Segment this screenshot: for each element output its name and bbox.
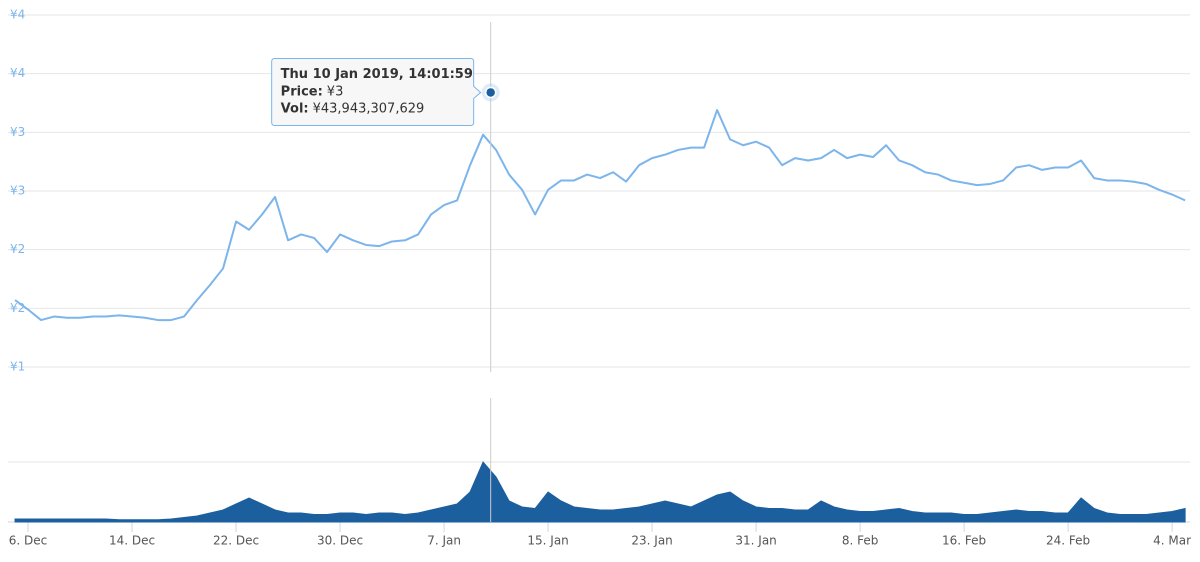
hover-marker bbox=[484, 86, 497, 99]
x-tick-label: 4. Mar bbox=[1153, 534, 1191, 548]
tooltip-label: Price: bbox=[281, 84, 323, 99]
tooltip-row: Price: ¥3 bbox=[281, 84, 344, 99]
tooltip-value: ¥43,943,307,629 bbox=[313, 101, 425, 116]
volume-area bbox=[14, 461, 1186, 523]
y-tick-label: ¥1 bbox=[10, 360, 25, 374]
x-tick-label: 24. Feb bbox=[1046, 534, 1090, 548]
x-tick-label: 7. Jan bbox=[427, 534, 461, 548]
y-tick-label: ¥2 bbox=[10, 242, 25, 256]
tooltip-title: Thu 10 Jan 2019, 14:01:59 bbox=[281, 67, 473, 82]
x-tick-label: 15. Jan bbox=[527, 534, 568, 548]
y-tick-label: ¥4 bbox=[10, 66, 25, 80]
price-line bbox=[14, 109, 1186, 322]
x-tick-label: 30. Dec bbox=[317, 534, 363, 548]
x-tick-label: 8. Feb bbox=[842, 534, 879, 548]
y-tick-label: ¥4 bbox=[10, 8, 25, 22]
grid: ¥1¥2¥2¥3¥3¥4¥46. Dec 14. Dec 22. Dec 30. De… bbox=[8, 8, 1191, 548]
tooltip-row: Vol: ¥43,943,307,629 bbox=[281, 101, 425, 116]
tooltip-box bbox=[271, 57, 482, 126]
x-tick-label: 6. Dec bbox=[9, 534, 47, 548]
marks bbox=[14, 109, 1186, 523]
x-tick-label: 31. Jan bbox=[735, 534, 776, 548]
x-tick-label: 22. Dec bbox=[213, 534, 259, 548]
tooltip: Thu 10 Jan 2019, 14:01:59 Price: ¥3 Vol: ¥43… bbox=[271, 22, 500, 522]
tooltip-value: ¥3 bbox=[327, 84, 344, 99]
x-tick-label: 23. Jan bbox=[631, 534, 672, 548]
tooltip-label: Vol: bbox=[281, 101, 309, 116]
x-tick-label: 16. Feb bbox=[942, 534, 986, 548]
x-tick-label: 14. Dec bbox=[109, 534, 155, 548]
y-tick-label: ¥3 bbox=[10, 184, 25, 198]
y-tick-label: ¥3 bbox=[10, 125, 25, 139]
